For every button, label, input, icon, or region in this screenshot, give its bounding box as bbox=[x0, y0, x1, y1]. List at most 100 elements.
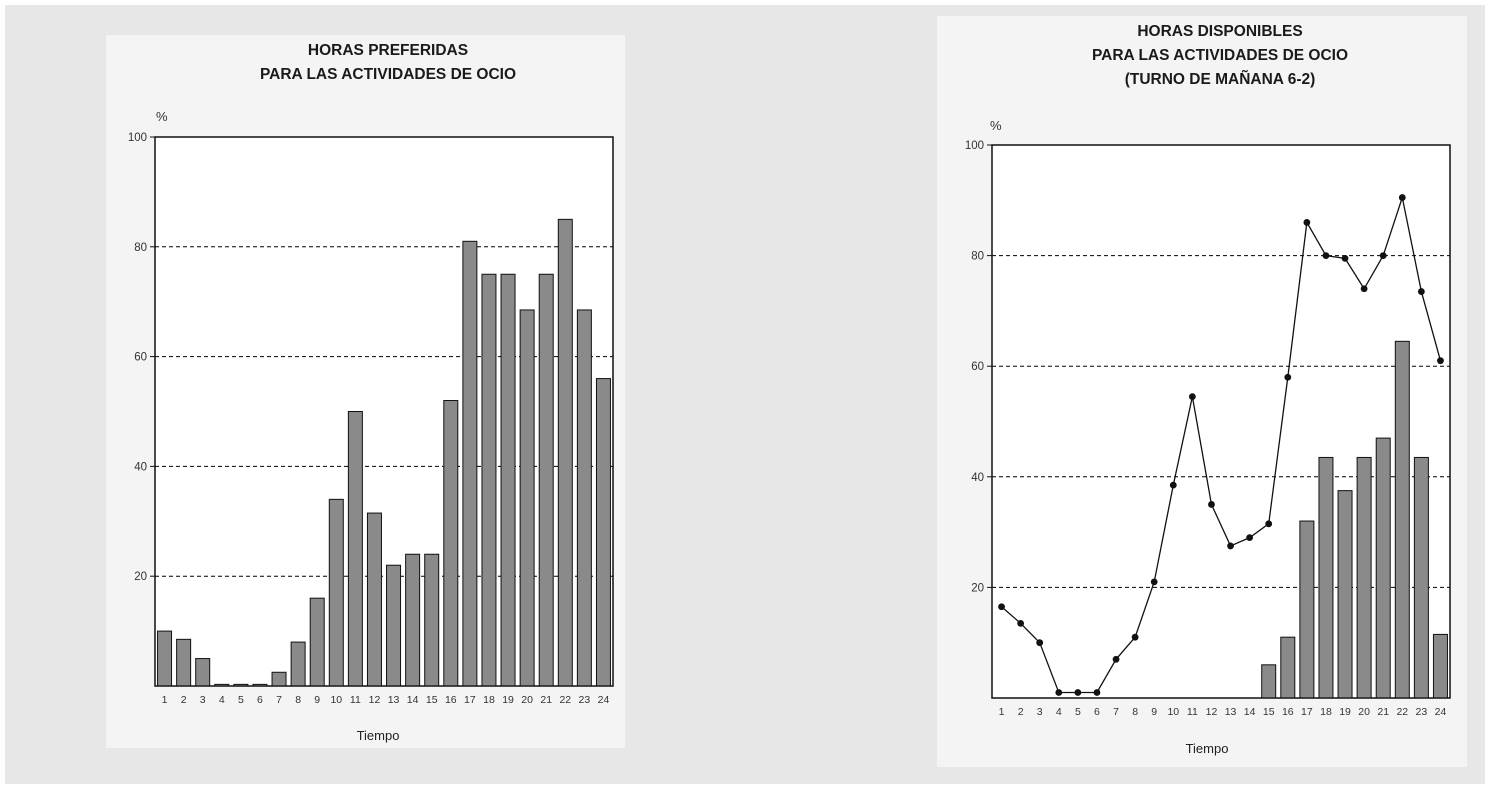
bar-2 bbox=[176, 638, 192, 687]
x-tick-label: 23 bbox=[579, 694, 591, 706]
y-tick-label: 80 bbox=[971, 251, 984, 263]
bar-13 bbox=[386, 564, 402, 687]
x-tick-label: 19 bbox=[1339, 706, 1351, 718]
chart-panel-preferred-hours: HORAS PREFERIDAS PARA LAS ACTIVIDADES DE… bbox=[106, 35, 625, 748]
bar-7 bbox=[271, 671, 287, 687]
line-point-9 bbox=[1150, 578, 1158, 586]
x-tick-label: 13 bbox=[1225, 706, 1237, 718]
x-tick-label: 21 bbox=[540, 694, 552, 706]
bar-22 bbox=[557, 218, 573, 687]
x-tick-label: 22 bbox=[1396, 706, 1408, 718]
x-tick-label: 4 bbox=[1056, 706, 1062, 718]
line-point-21 bbox=[1379, 252, 1387, 259]
bar-17 bbox=[462, 240, 478, 687]
line-point-23 bbox=[1417, 288, 1425, 295]
x-tick-label: 13 bbox=[388, 694, 400, 706]
bar-20 bbox=[1356, 456, 1372, 699]
x-tick-label: 16 bbox=[1282, 706, 1294, 718]
bar-21 bbox=[1375, 437, 1391, 699]
x-tick-label: 10 bbox=[1167, 706, 1179, 718]
bar-19 bbox=[500, 273, 516, 687]
x-tick-label: 22 bbox=[559, 694, 571, 706]
line-point-14 bbox=[1246, 534, 1254, 542]
y-tick-label: 40 bbox=[971, 472, 984, 484]
bar-8 bbox=[290, 641, 306, 687]
x-tick-label: 17 bbox=[1301, 706, 1313, 718]
x-tick-label: 18 bbox=[483, 694, 495, 706]
line-point-13 bbox=[1227, 542, 1234, 550]
x-tick-label: 14 bbox=[407, 694, 419, 706]
x-tick-label: 8 bbox=[295, 694, 301, 706]
x-tick-label: 15 bbox=[426, 694, 438, 706]
x-tick-label: 5 bbox=[1075, 706, 1081, 718]
y-tick-label: 40 bbox=[134, 461, 147, 473]
line-point-1 bbox=[998, 603, 1005, 611]
bar-3 bbox=[195, 658, 211, 687]
x-tick-label: 19 bbox=[502, 694, 514, 706]
chart-title-line-1: HORAS DISPONIBLES bbox=[1137, 23, 1302, 40]
x-tick-label: 11 bbox=[350, 694, 361, 706]
x-tick-label: 23 bbox=[1416, 706, 1428, 718]
line-point-12 bbox=[1208, 501, 1215, 508]
y-unit-label: % bbox=[156, 109, 168, 124]
bar-18 bbox=[1318, 456, 1334, 699]
line-point-18 bbox=[1322, 252, 1330, 259]
bar-10 bbox=[328, 498, 344, 687]
line-point-11 bbox=[1188, 393, 1196, 401]
line-point-24 bbox=[1437, 357, 1444, 365]
line-point-10 bbox=[1169, 481, 1177, 489]
x-tick-label: 20 bbox=[521, 694, 533, 706]
bar-17 bbox=[1299, 520, 1315, 699]
bar-22 bbox=[1394, 340, 1410, 699]
x-tick-label: 20 bbox=[1358, 706, 1370, 718]
y-tick-label: 60 bbox=[134, 352, 147, 364]
bar-12 bbox=[366, 512, 382, 687]
line-point-17 bbox=[1303, 219, 1311, 226]
bar-15 bbox=[424, 553, 440, 687]
x-axis-label: Tiempo bbox=[357, 728, 400, 743]
line-point-16 bbox=[1284, 373, 1292, 381]
x-tick-label: 6 bbox=[1094, 706, 1100, 718]
line-point-4 bbox=[1055, 689, 1063, 696]
chart-available-hours: HORAS DISPONIBLES PARA LAS ACTIVIDADES D… bbox=[965, 23, 1451, 756]
y-tick-label: 20 bbox=[134, 571, 147, 583]
plot-border bbox=[154, 136, 614, 687]
bar-16 bbox=[443, 400, 459, 687]
line-point-6 bbox=[1093, 689, 1101, 696]
plot-frame bbox=[154, 136, 614, 687]
line-point-2 bbox=[1017, 619, 1025, 627]
line-point-3 bbox=[1036, 639, 1044, 647]
x-axis-label: Tiempo bbox=[1186, 741, 1229, 756]
x-tick-label: 24 bbox=[1435, 706, 1447, 718]
bar-24 bbox=[595, 378, 611, 687]
x-tick-label: 2 bbox=[181, 694, 187, 706]
plot-border bbox=[991, 144, 1451, 699]
y-tick-label: 100 bbox=[128, 132, 147, 144]
line-point-5 bbox=[1074, 689, 1082, 696]
x-tick-label: 3 bbox=[200, 694, 206, 706]
x-tick-label: 1 bbox=[999, 706, 1005, 718]
plot-frame bbox=[991, 144, 1451, 699]
x-tick-label: 17 bbox=[464, 694, 476, 706]
x-tick-label: 2 bbox=[1018, 706, 1024, 718]
x-tick-label: 18 bbox=[1320, 706, 1332, 718]
bar-23 bbox=[1413, 456, 1429, 699]
x-tick-label: 7 bbox=[276, 694, 282, 706]
bar-21 bbox=[538, 273, 554, 687]
line-point-19 bbox=[1341, 254, 1349, 262]
x-tick-label: 15 bbox=[1263, 706, 1275, 718]
figure-background: HORAS PREFERIDAS PARA LAS ACTIVIDADES DE… bbox=[5, 5, 1485, 784]
y-tick-label: 20 bbox=[971, 582, 984, 594]
bar-18 bbox=[481, 273, 497, 687]
x-tick-label: 10 bbox=[330, 694, 342, 706]
chart-preferred-hours: HORAS PREFERIDAS PARA LAS ACTIVIDADES DE… bbox=[128, 42, 614, 743]
bar-9 bbox=[309, 597, 325, 687]
x-tick-label: 6 bbox=[257, 694, 263, 706]
x-tick-label: 12 bbox=[369, 694, 381, 706]
line-point-22 bbox=[1398, 194, 1406, 201]
line-point-7 bbox=[1112, 655, 1120, 663]
x-tick-label: 4 bbox=[219, 694, 225, 706]
y-tick-label: 60 bbox=[971, 361, 984, 373]
y-unit-label: % bbox=[990, 118, 1002, 133]
chart-title-line-3: (TURNO DE MAÑANA 6-2) bbox=[1125, 70, 1316, 88]
